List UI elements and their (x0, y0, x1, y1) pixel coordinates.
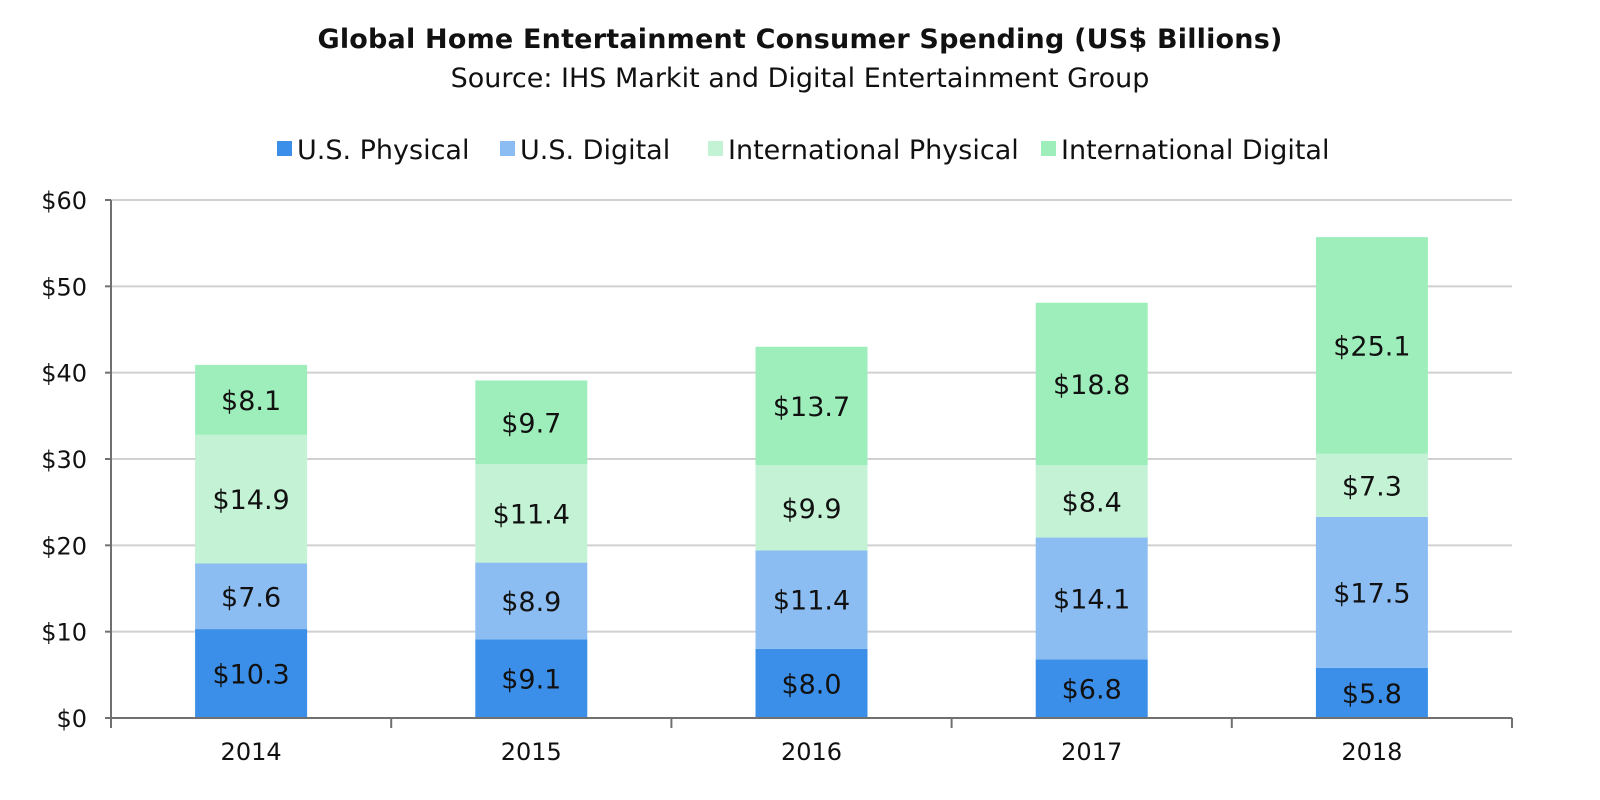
data-label: $9.9 (781, 494, 841, 525)
bar-international-digital (1315, 237, 1428, 454)
bar-international-physical (755, 465, 868, 551)
bar-u-s-physical (475, 639, 588, 718)
data-label: $11.4 (493, 499, 570, 530)
data-label: $17.5 (1333, 578, 1410, 609)
y-tick-label: $60 (41, 187, 87, 215)
bar-international-physical (195, 434, 308, 564)
x-tick-label: 2015 (501, 738, 562, 766)
data-label: $8.0 (781, 669, 841, 700)
data-labels: $10.3 $7.6 $14.9 $8.1 $9.1 $8.9 $11.4 $9.7 $8.0 $… (212, 331, 1410, 709)
bar-u-s-digital (1315, 516, 1428, 668)
bar-international-digital (195, 364, 308, 435)
bar-international-physical (475, 464, 588, 563)
bar-u-s-physical (195, 629, 308, 718)
data-label: $9.1 (501, 665, 561, 696)
data-label: $8.9 (501, 587, 561, 618)
data-label: $5.8 (1342, 679, 1402, 710)
data-label: $8.1 (221, 386, 281, 417)
y-tick-label: $20 (41, 532, 87, 560)
y-tick-label: $50 (41, 273, 87, 301)
data-label: $18.8 (1053, 370, 1130, 401)
bar-u-s-digital (475, 562, 588, 640)
chart-title: Global Home Entertainment Consumer Spend… (317, 24, 1283, 55)
x-tick-label: 2018 (1341, 738, 1402, 766)
legend-swatch-u-s-physical (277, 141, 292, 156)
legend-label-u-s-digital: U.S. Digital (520, 135, 670, 166)
data-label: $9.7 (501, 408, 561, 439)
y-tick-label: $10 (41, 619, 87, 647)
y-tick-label: $30 (41, 446, 87, 474)
bar-u-s-physical (1315, 667, 1428, 718)
data-label: $7.3 (1342, 471, 1402, 502)
bar-u-s-physical (755, 648, 868, 718)
bars (195, 237, 1428, 718)
bar-international-digital (755, 346, 868, 466)
data-label: $25.1 (1333, 331, 1410, 362)
bar-international-physical (1035, 465, 1148, 538)
legend-swatch-international-physical (708, 141, 723, 156)
bar-u-s-digital (195, 563, 308, 630)
legend-swatch-international-digital (1041, 141, 1056, 156)
legend-label-u-s-physical: U.S. Physical (297, 135, 469, 166)
data-label: $13.7 (773, 392, 850, 423)
data-label: $14.9 (212, 485, 289, 516)
y-tick-label: $0 (56, 705, 87, 733)
legend-label-international-digital: International Digital (1061, 135, 1329, 166)
data-label: $11.4 (773, 586, 850, 617)
legend: U.S. Physical U.S. Digital International P… (277, 135, 1329, 166)
bar-u-s-digital (1035, 537, 1148, 660)
x-tick-label: 2017 (1061, 738, 1122, 766)
data-label: $14.1 (1053, 584, 1130, 615)
x-tick-label: 2014 (221, 738, 282, 766)
chart-subtitle: Source: IHS Markit and Digital Entertain… (450, 63, 1150, 94)
bar-international-digital (475, 380, 588, 465)
bar-international-physical (1315, 453, 1428, 517)
legend-swatch-u-s-digital (500, 141, 515, 156)
bar-u-s-digital (755, 550, 868, 649)
data-label: $7.6 (221, 582, 281, 613)
x-tick-label: 2016 (781, 738, 842, 766)
data-label: $8.4 (1062, 487, 1122, 518)
y-tick-label: $40 (41, 360, 87, 388)
data-label: $6.8 (1062, 675, 1122, 706)
bar-u-s-physical (1035, 659, 1148, 718)
data-label: $10.3 (212, 660, 289, 691)
axes: $0 $10 $20 $30 $40 $50 $60 2014 2015 2016 2017 2018 (41, 187, 1513, 766)
legend-label-international-physical: International Physical (728, 135, 1019, 166)
bar-international-digital (1035, 302, 1148, 466)
